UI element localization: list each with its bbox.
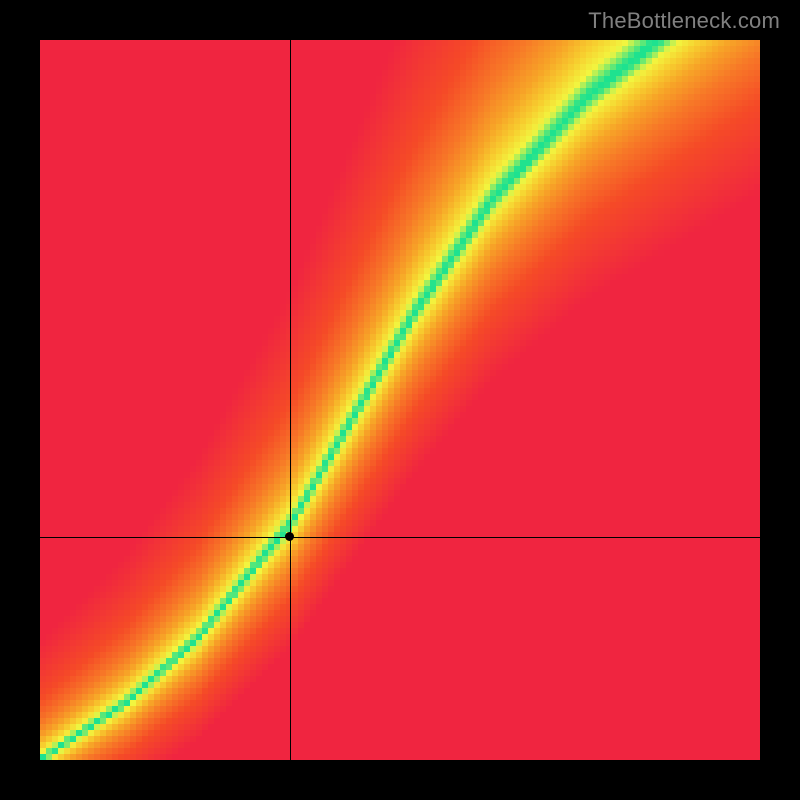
heatmap-canvas (40, 40, 760, 760)
watermark-text: TheBottleneck.com (588, 8, 780, 34)
crosshair-vertical (290, 40, 291, 760)
crosshair-horizontal (40, 537, 760, 538)
chart-container: TheBottleneck.com (0, 0, 800, 800)
